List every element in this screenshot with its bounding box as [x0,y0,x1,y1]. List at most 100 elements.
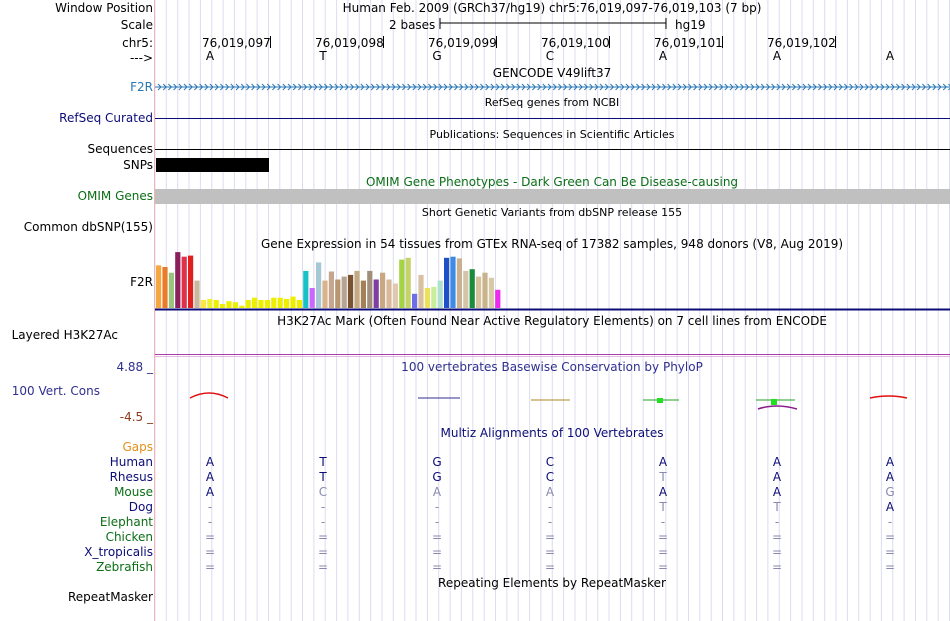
gtex-tissue-bar[interactable] [424,288,430,308]
omim-track-title[interactable]: OMIM Gene Phenotypes - Dark Green Can Be… [365,175,739,189]
repeatmasker-track-label[interactable]: RepeatMasker [67,590,153,604]
gtex-tissue-bar[interactable] [213,300,219,308]
multiz-base: A [205,470,215,484]
multiz-base: = [544,530,556,544]
gtex-tissue-bar[interactable] [354,270,360,308]
gtex-tissue-bar[interactable] [188,255,194,308]
gtex-tissue-bar[interactable] [380,272,386,308]
gtex-tissue-bar[interactable] [232,302,238,308]
gtex-tissue-bar[interactable] [437,280,443,308]
multiz-base: - [547,500,553,514]
gtex-tissue-bar[interactable] [303,270,309,308]
publications-track-title[interactable]: Publications: Sequences in Scientific Ar… [429,128,675,141]
repeatmasker-track-title[interactable]: Repeating Elements by RepeatMasker [438,576,666,590]
publications-line[interactable] [155,149,950,150]
gtex-tissue-bar[interactable] [239,305,245,308]
gtex-tissue-bar[interactable] [290,296,296,308]
gtex-tissue-bar[interactable] [367,270,373,308]
h3k27ac-signal-line[interactable] [155,354,950,355]
multiz-base: = [431,530,443,544]
multiz-base: = [544,560,556,574]
gtex-tissue-bar[interactable] [200,300,206,308]
dbsnp-track-label[interactable]: Common dbSNP(155) [23,220,153,234]
gtex-tissue-bar[interactable] [360,280,366,308]
multiz-track-title[interactable]: Multiz Alignments of 100 Vertebrates [440,426,664,440]
gtex-tissue-bar[interactable] [220,304,226,308]
gtex-tissue-bar[interactable] [226,301,232,308]
gtex-tissue-bar[interactable] [348,274,354,308]
h3k27ac-signal-shadow [155,356,950,357]
coordinate-tick [270,36,271,48]
gtex-tissue-bar[interactable] [469,269,475,308]
gtex-tissue-bar[interactable] [399,259,405,308]
gtex-track-title[interactable]: Gene Expression in 54 tissues from GTEx … [260,237,844,251]
gtex-tissue-bar[interactable] [309,288,315,308]
gtex-tissue-bar[interactable] [476,276,482,308]
gtex-tissue-bar[interactable] [495,289,501,308]
multiz-base: - [434,515,440,529]
gencode-gene-f2r[interactable] [155,80,950,94]
gtex-tissue-bar[interactable] [245,300,251,308]
gtex-tissue-bar[interactable] [156,265,162,309]
gtex-tissue-bar[interactable] [284,298,290,308]
gtex-tissue-bar[interactable] [168,272,174,308]
snps-track-label[interactable]: SNPs [123,158,153,172]
phylop-signal[interactable] [155,385,950,415]
omim-track-label[interactable]: OMIM Genes [77,189,153,203]
gtex-tissue-bar[interactable] [412,293,418,309]
multiz-base: - [207,500,213,514]
coordinate-label: 76,019,098 [315,36,384,50]
gtex-tissue-bar[interactable] [194,280,200,308]
refseq-track-title[interactable]: RefSeq genes from NCBI [484,96,620,109]
gtex-tissue-bar[interactable] [322,280,328,308]
gtex-tissue-bar[interactable] [482,272,488,308]
gtex-tissue-bar[interactable] [328,271,334,309]
multiz-base: = [431,545,443,559]
omim-gene-block[interactable] [155,189,950,204]
refseq-track-label[interactable]: RefSeq Curated [59,111,153,125]
multiz-base: G [432,470,442,484]
gencode-track-label[interactable]: F2R [130,80,153,94]
dbsnp-track-title[interactable]: Short Genetic Variants from dbSNP releas… [421,206,683,219]
gtex-tissue-bar[interactable] [373,279,379,309]
gtex-tissue-bar[interactable] [341,276,347,308]
gencode-track-title[interactable]: GENCODE V49lift37 [492,66,612,80]
gtex-tissue-bar[interactable] [162,267,168,308]
gtex-tissue-bar[interactable] [488,277,494,308]
gtex-tissue-bar[interactable] [207,298,213,308]
gtex-tissue-bar[interactable] [335,279,341,309]
snp-feature-block[interactable] [156,158,269,172]
gtex-tissue-bar[interactable] [405,257,411,308]
gtex-tissue-bar[interactable] [271,297,277,308]
multiz-gaps-label: Gaps [122,440,153,454]
publications-track-label[interactable]: Sequences [87,142,153,156]
gtex-tissue-bar[interactable] [181,256,187,308]
refseq-gene-line[interactable] [155,118,950,119]
gtex-tissue-bar[interactable] [450,256,456,308]
gtex-tissue-bar[interactable] [386,279,392,309]
gtex-tissue-bar[interactable] [456,258,462,308]
multiz-base: = [657,560,669,574]
phylop-track-title[interactable]: 100 vertebrates Basewise Conservation by… [401,360,703,374]
gtex-tissue-bar[interactable] [252,297,258,308]
gtex-tissue-bar[interactable] [392,283,398,309]
h3k27ac-track-title[interactable]: H3K27Ac Mark (Often Found Near Active Re… [277,314,827,328]
multiz-base: A [772,485,782,499]
h3k27ac-track-label[interactable]: Layered H3K27Ac [11,328,118,342]
multiz-base: = [657,530,669,544]
gtex-track-label[interactable]: F2R [130,275,153,289]
gtex-tissue-bar[interactable] [463,270,469,308]
gtex-tissue-bar[interactable] [418,274,424,308]
gtex-tissue-bar[interactable] [258,300,264,308]
gtex-tissue-bar[interactable] [431,286,437,308]
gtex-tissue-bar[interactable] [444,257,450,308]
gtex-tissue-bar[interactable] [277,297,283,308]
gtex-tissue-bar[interactable] [175,252,181,308]
coordinate-tick [835,36,836,48]
gtex-tissue-bar[interactable] [296,300,302,308]
multiz-base: = [204,560,216,574]
gtex-tissue-bar[interactable] [264,300,270,308]
gtex-expression-chart[interactable] [155,251,950,311]
gtex-tissue-bar[interactable] [316,262,322,308]
phylop-track-label[interactable]: 100 Vert. Cons [11,384,100,398]
